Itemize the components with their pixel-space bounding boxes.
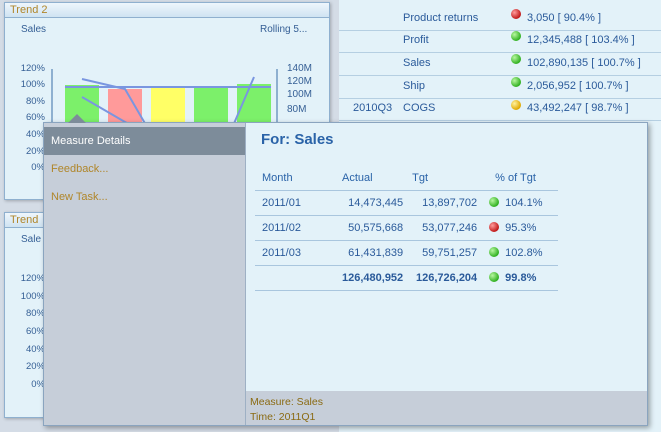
left-axis-title: Sales <box>21 24 47 35</box>
table-total-row: 126,480,952 126,726,204 99.8% <box>255 265 558 291</box>
table-row[interactable]: Profit 12,345,488 [ 103.4% ] <box>339 29 661 53</box>
status-red-icon <box>489 222 500 232</box>
month-cell: 2011/01 <box>255 190 341 216</box>
status-green-icon <box>511 31 521 41</box>
left-tick: 120% <box>20 273 45 284</box>
target-cell: 53,077,246 <box>411 215 486 241</box>
left-tick: 100% <box>20 79 45 90</box>
row-measure[interactable]: Sales <box>403 57 431 69</box>
row-value: 12,345,488 [ 103.4% ] <box>527 34 635 46</box>
left-tick: 0% <box>31 379 45 390</box>
status-green-icon <box>511 77 521 87</box>
measure-details-popup[interactable]: Measure Details Feedback... New Task... … <box>43 114 648 426</box>
status-green-icon <box>489 272 500 282</box>
right-tick: 140M <box>287 63 313 74</box>
table-row[interactable]: 2010Q3 COGS 43,492,247 [ 98.7% ] <box>339 97 661 121</box>
menu-item-new-task[interactable]: New Task... <box>51 191 108 203</box>
row-value: 2,056,952 [ 100.7% ] <box>527 80 629 92</box>
status-green-icon <box>511 54 521 64</box>
left-tick: 0% <box>31 162 45 173</box>
target-cell: 13,897,702 <box>411 190 486 216</box>
table-row[interactable]: Ship 2,056,952 [ 100.7% ] <box>339 75 661 99</box>
column-header: % of Tgt <box>485 166 558 191</box>
menu-item-measure-details[interactable]: Measure Details <box>44 127 245 155</box>
pct-cell: 102.8% <box>485 240 558 266</box>
right-axis-title: Rolling 5... <box>260 24 308 35</box>
right-tick: 120M <box>287 76 313 87</box>
widget-title[interactable]: Trend <box>5 213 45 228</box>
column-header: Tgt <box>411 166 486 191</box>
pct-cell: 104.1% <box>485 190 558 216</box>
actual-cell: 14,473,445 <box>341 190 412 216</box>
column-header: Actual <box>341 166 412 191</box>
left-tick: 60% <box>25 326 45 337</box>
status-red-icon <box>511 9 521 19</box>
row-measure[interactable]: COGS <box>403 102 436 114</box>
status-green-icon <box>489 197 500 207</box>
month-cell <box>255 265 341 291</box>
row-period: 2010Q3 <box>353 102 393 114</box>
actual-cell: 61,431,839 <box>341 240 412 266</box>
pct-value: 95.3% <box>505 222 537 234</box>
table-row[interactable]: 2011/03 61,431,839 59,751,257 102.8% <box>255 240 558 266</box>
month-cell: 2011/03 <box>255 240 341 266</box>
left-tick: 100% <box>20 291 45 302</box>
pct-value: 102.8% <box>505 247 543 259</box>
target-cell: 59,751,257 <box>411 240 486 266</box>
table-row[interactable]: Sales 102,890,135 [ 100.7% ] <box>339 52 661 76</box>
table-header-row: Month Actual Tgt % of Tgt <box>255 166 558 191</box>
pct-cell: 99.8% <box>485 265 558 291</box>
status-green-icon <box>489 247 500 257</box>
row-value: 3,050 [ 90.4% ] <box>527 12 601 24</box>
popup-menu: Measure Details Feedback... New Task... <box>44 123 246 425</box>
status-yellow-icon <box>511 100 521 110</box>
right-tick: 100M <box>287 89 313 100</box>
popup-footer: Measure: Sales Time: 2011Q1 <box>246 391 647 425</box>
left-tick: 120% <box>20 63 45 74</box>
month-cell: 2011/02 <box>255 215 341 241</box>
widget-title[interactable]: Trend 2 <box>5 3 329 18</box>
right-tick: 80M <box>287 104 307 115</box>
table-row[interactable]: 2011/01 14,473,445 13,897,702 104.1% <box>255 190 558 216</box>
footer-measure: Measure: Sales <box>250 396 323 408</box>
row-measure[interactable]: Profit <box>403 34 429 46</box>
menu-item-feedback[interactable]: Feedback... <box>51 163 109 175</box>
left-tick: 20% <box>25 146 45 157</box>
pct-cell: 95.3% <box>485 215 558 241</box>
row-measure[interactable]: Product returns <box>403 12 479 24</box>
target-total: 126,726,204 <box>411 265 486 291</box>
popup-pointer-icon <box>68 114 86 123</box>
left-tick: 40% <box>25 344 45 355</box>
footer-time: Time: 2011Q1 <box>250 411 316 423</box>
left-axis-title: Sale <box>21 234 42 245</box>
pct-value: 104.1% <box>505 197 543 209</box>
left-tick: 40% <box>25 129 45 140</box>
column-header: Month <box>255 166 341 191</box>
popup-heading: For: Sales <box>261 131 334 148</box>
actual-cell: 50,575,668 <box>341 215 412 241</box>
actual-total: 126,480,952 <box>341 265 412 291</box>
trend-widget[interactable]: Trend Sale 120% 100% 80% 60% 40% 20% 0% <box>4 212 46 418</box>
row-value: 102,890,135 [ 100.7% ] <box>527 57 641 69</box>
details-table: Month Actual Tgt % of Tgt 2011/01 14,473… <box>255 166 558 291</box>
left-tick: 80% <box>25 308 45 319</box>
table-row[interactable]: 2011/02 50,575,668 53,077,246 95.3% <box>255 215 558 241</box>
popup-content: For: Sales Month Actual Tgt % of Tgt 201… <box>246 123 647 425</box>
pct-total: 99.8% <box>505 272 537 284</box>
left-tick: 20% <box>25 361 45 372</box>
left-tick: 80% <box>25 96 45 107</box>
row-measure[interactable]: Ship <box>403 80 426 92</box>
left-tick: 60% <box>25 112 45 123</box>
row-value: 43,492,247 [ 98.7% ] <box>527 102 629 114</box>
table-row[interactable]: Product returns 3,050 [ 90.4% ] <box>339 7 661 31</box>
